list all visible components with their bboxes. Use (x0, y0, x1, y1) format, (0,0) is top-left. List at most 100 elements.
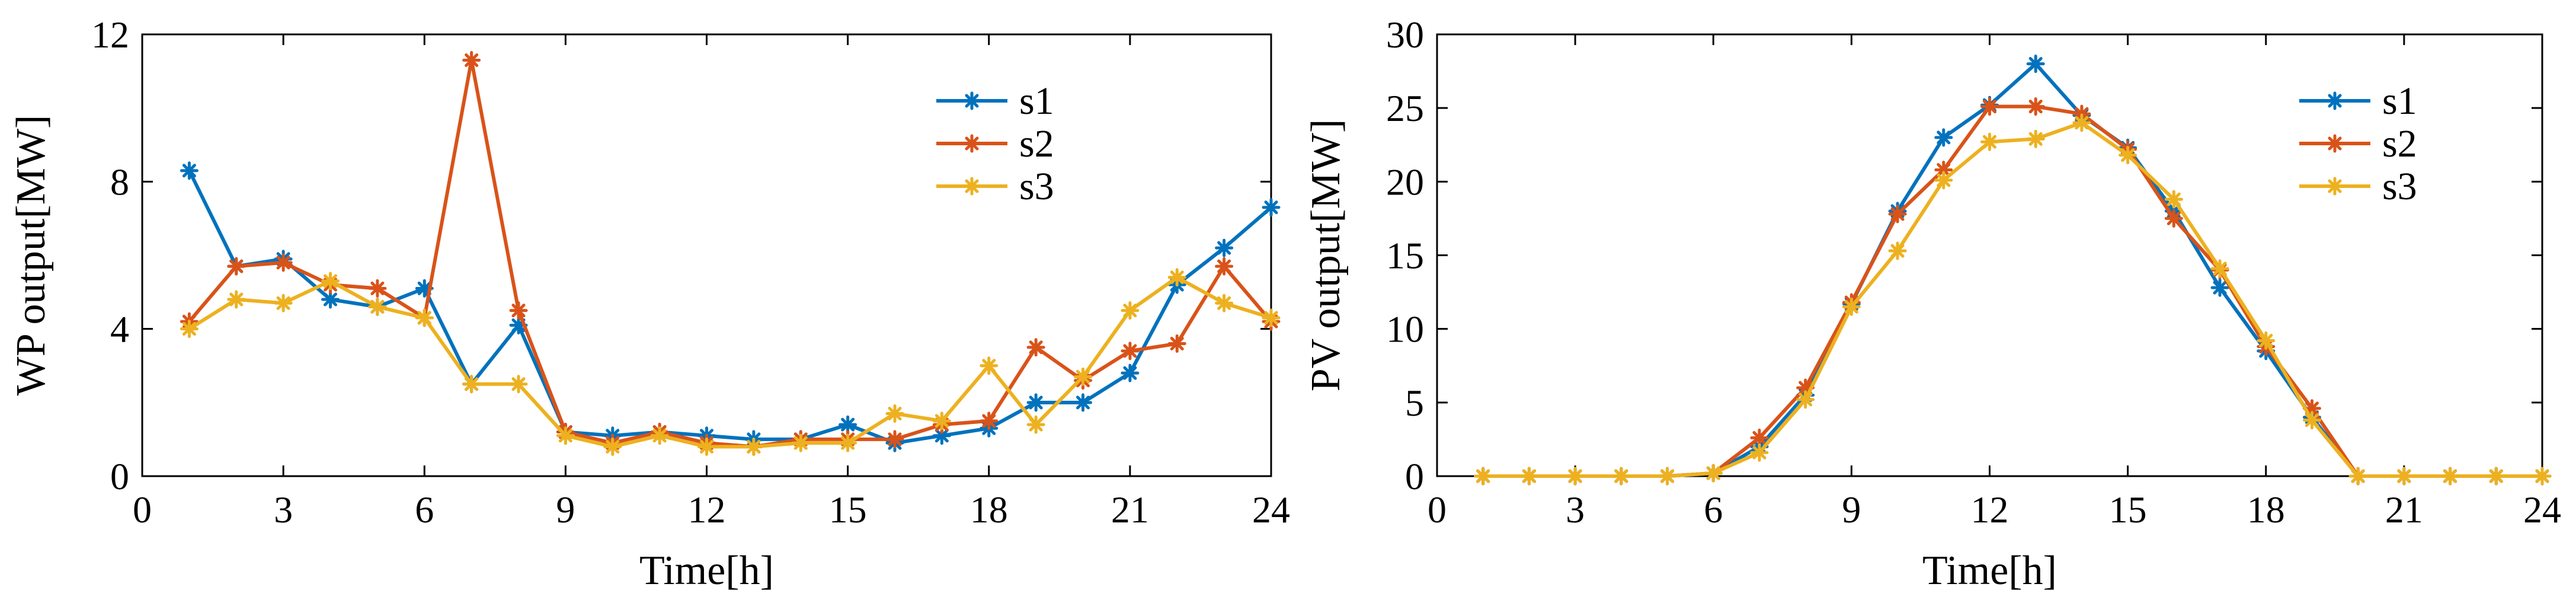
data-point (932, 412, 951, 430)
data-point (1026, 415, 1045, 434)
x-tick-label: 12 (1971, 489, 2009, 531)
legend-label: s1 (2382, 79, 2417, 123)
pv-output-chart: 0 3 6 9 12 15 18 21 24 0 5 10 15 20 25 30 Time[h] PV outp… (1303, 14, 2561, 594)
data-point (1121, 363, 1140, 382)
data-point (1215, 257, 1234, 276)
wp-output-chart: 0 3 6 9 12 15 18 21 24 0 4 8 12 Time[h] WP output[MW] s… (8, 14, 1290, 594)
data-point (180, 161, 199, 180)
data-point (1796, 390, 1815, 409)
data-point (1934, 171, 1953, 190)
x-tick-label: 18 (2247, 489, 2285, 531)
y-tick-label: 8 (110, 161, 129, 203)
y-tick-label: 25 (1386, 87, 1424, 129)
data-point (1612, 467, 1631, 486)
data-point (180, 320, 199, 339)
data-point (697, 437, 716, 456)
x-tick-label: 9 (1842, 489, 1861, 531)
data-point (368, 279, 387, 298)
data-point (1980, 97, 1999, 116)
data-point (1026, 393, 1045, 412)
legend-label: s2 (2382, 122, 2417, 165)
data-point (1215, 238, 1234, 257)
data-point (1215, 294, 1234, 312)
data-point (1658, 467, 1677, 486)
data-point (2302, 411, 2321, 430)
data-point (462, 375, 481, 394)
data-point (744, 437, 763, 456)
x-tick-label: 3 (1566, 489, 1585, 531)
legend-label: s3 (2382, 165, 2417, 208)
data-point (839, 415, 857, 434)
data-point (321, 290, 340, 309)
data-point (462, 50, 481, 69)
series-s3 (180, 268, 1281, 456)
data-point (1474, 467, 1493, 486)
data-point (2026, 129, 2045, 148)
data-point (321, 272, 340, 291)
data-point (2533, 467, 2552, 486)
x-tick-label: 6 (1704, 489, 1723, 531)
data-point (2210, 278, 2229, 297)
x-axis-title: Time[h] (1922, 548, 2057, 594)
series-s2 (180, 50, 1281, 456)
data-point (650, 426, 669, 445)
data-point (2164, 209, 2183, 228)
data-point (227, 257, 246, 276)
series-s1 (180, 161, 1281, 452)
data-point (509, 375, 528, 394)
legend-entry-s2: s2 (936, 122, 1054, 165)
legend-entry-s2: s2 (2299, 122, 2417, 165)
y-axis-title: PV output[MW] (1303, 119, 1349, 392)
data-point (2395, 467, 2414, 486)
x-tick-label: 12 (688, 489, 726, 531)
x-tick-label: 0 (1428, 489, 1447, 531)
data-point (2210, 259, 2229, 278)
data-point (2072, 113, 2091, 132)
data-point (2026, 55, 2045, 74)
legend-entry-s1: s1 (936, 79, 1054, 123)
data-point (2441, 467, 2460, 486)
data-point (1888, 241, 1907, 260)
data-point (274, 253, 293, 272)
data-point (2164, 190, 2183, 209)
y-axis-title: WP output[MW] (8, 115, 54, 396)
y-tick-label: 4 (110, 308, 129, 350)
x-tick-label: 15 (829, 489, 867, 531)
y-tick-label: 30 (1386, 14, 1424, 56)
legend-entry-s3: s3 (936, 165, 1054, 208)
data-point (1074, 367, 1092, 386)
legend-entry-s1: s1 (2299, 79, 2417, 123)
data-point (1842, 297, 1861, 316)
data-point (791, 433, 810, 452)
data-point (1934, 128, 1953, 147)
data-point (509, 301, 528, 320)
data-point (1980, 132, 1999, 151)
data-point (2257, 331, 2276, 350)
y-tick-label: 20 (1386, 161, 1424, 203)
data-point (885, 404, 904, 423)
data-point (980, 412, 999, 430)
data-point (2119, 146, 2137, 165)
x-tick-label: 0 (133, 489, 152, 531)
data-point (1750, 443, 1769, 462)
data-point (2026, 97, 2045, 116)
data-point (1026, 338, 1045, 357)
legend-label: s3 (1019, 165, 1054, 208)
data-point (980, 356, 999, 375)
data-point (1750, 428, 1769, 447)
data-point (1704, 464, 1723, 483)
data-point (603, 437, 622, 456)
data-point (839, 433, 857, 452)
x-tick-label: 24 (1252, 489, 1290, 531)
y-tick-label: 0 (1405, 455, 1424, 497)
series-line-s3 (188, 275, 1272, 449)
data-point (1167, 268, 1186, 287)
data-point (415, 308, 434, 327)
data-point (1519, 467, 1538, 486)
data-point (227, 290, 246, 309)
data-point (1121, 301, 1140, 320)
data-point (1566, 467, 1585, 486)
data-point (2487, 467, 2505, 486)
data-point (1074, 393, 1092, 412)
data-point (1262, 198, 1281, 217)
